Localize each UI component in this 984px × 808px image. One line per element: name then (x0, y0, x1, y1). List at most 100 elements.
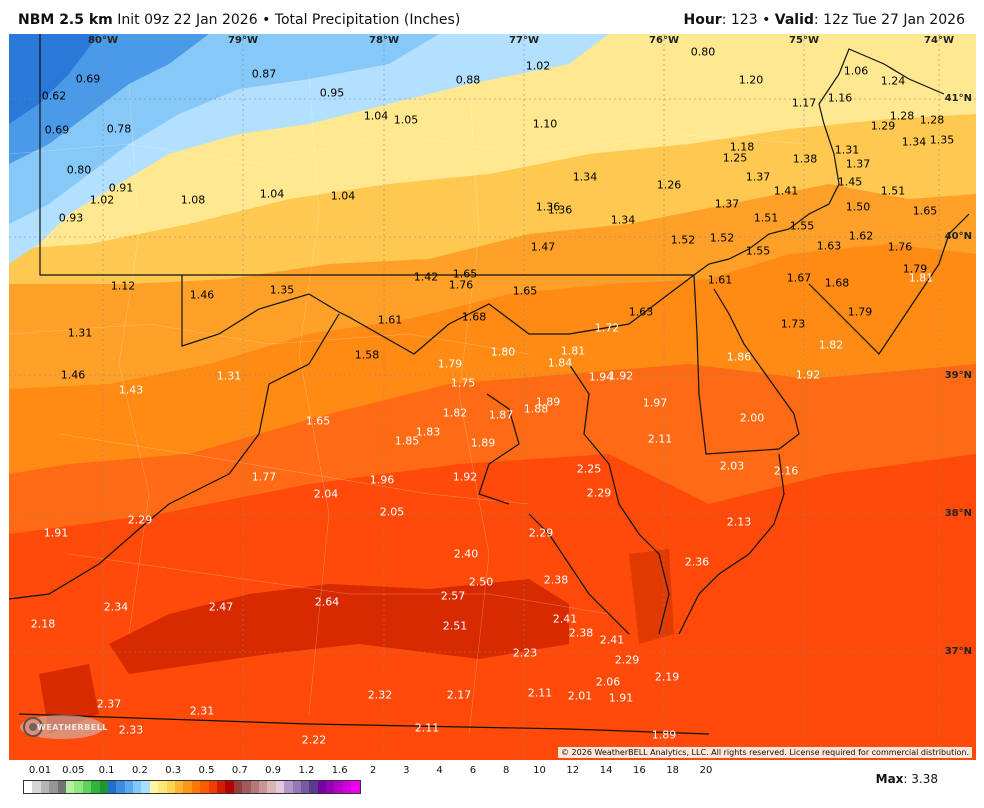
precip-value-label: 1.31 (67, 326, 93, 340)
legend-swatch (183, 781, 192, 793)
legend-swatch (191, 781, 201, 793)
precip-value-label: 2.29 (586, 486, 612, 500)
precip-value-label: 2.37 (96, 697, 122, 711)
precip-value-label: 0.62 (41, 89, 67, 103)
precip-value-label: 1.96 (369, 473, 395, 487)
valid-info: Hour: 123 • Valid: 12z Tue 27 Jan 2026 (683, 12, 965, 28)
precip-value-label: 0.93 (58, 211, 84, 225)
precip-value-label: 1.65 (912, 204, 938, 218)
legend-swatch (149, 781, 159, 793)
precip-value-label: 2.29 (614, 653, 640, 667)
legend-tick-label: 8 (503, 765, 510, 776)
precip-value-label: 2.03 (719, 459, 745, 473)
precip-value-label: 1.55 (745, 244, 771, 258)
legend-swatch (225, 781, 234, 793)
precip-value-label: 2.47 (208, 600, 234, 614)
precip-value-label: 1.35 (929, 133, 955, 147)
model-name: NBM 2.5 km (18, 12, 113, 28)
precip-value-label: 1.28 (919, 113, 945, 127)
precip-value-label: 1.63 (628, 305, 654, 319)
precip-value-label: 2.36 (684, 555, 710, 569)
precip-value-label: 1.52 (670, 233, 696, 247)
precip-value-label: 1.72 (594, 321, 620, 335)
precip-value-label: 1.68 (824, 276, 850, 290)
precip-value-label: 1.61 (377, 313, 403, 327)
precip-value-label: 2.16 (773, 464, 799, 478)
precip-value-label: 2.11 (647, 432, 673, 446)
precip-value-label: 1.91 (608, 691, 634, 705)
longitude-label: 80°W (88, 35, 118, 46)
precip-value-label: 1.38 (792, 152, 818, 166)
precip-value-label: 1.89 (535, 395, 561, 409)
precip-value-label: 2.41 (552, 612, 578, 626)
legend-swatch (200, 781, 209, 793)
precip-value-label: 1.86 (726, 350, 752, 364)
precip-value-label: 1.88 (523, 402, 549, 416)
precip-value-label: 2.64 (314, 595, 340, 609)
precip-value-label: 0.80 (66, 163, 92, 177)
legend-swatch (99, 781, 108, 793)
precip-value-label: 1.18 (729, 140, 755, 154)
precip-value-label: 1.35 (269, 283, 295, 297)
precip-value-label: 1.65 (512, 284, 538, 298)
precip-value-label: 2.38 (543, 573, 569, 587)
precip-value-label: 2.11 (527, 686, 553, 700)
legend-swatch (107, 781, 117, 793)
precip-value-label: 1.12 (110, 279, 136, 293)
precip-value-label: 2.18 (30, 617, 56, 631)
longitude-label: 77°W (509, 35, 539, 46)
precip-value-label: 1.42 (413, 270, 439, 284)
longitude-label: 76°W (649, 35, 679, 46)
map-title: NBM 2.5 km Init 09z 22 Jan 2026 • Total … (18, 12, 461, 28)
legend-tick-label: 0.7 (231, 765, 248, 776)
legend-tick-label: 6 (469, 765, 477, 776)
latitude-label: 40°N (944, 231, 972, 242)
precip-value-label: 2.17 (446, 688, 472, 702)
precip-value-label: 1.16 (827, 91, 853, 105)
legend-tick-label: 0.1 (98, 765, 115, 776)
precip-value-label: 2.57 (440, 589, 466, 603)
valid-label: Valid (774, 12, 814, 28)
max-label: Max (875, 772, 904, 786)
precip-value-label: 1.92 (452, 470, 478, 484)
precip-value-label: 2.50 (468, 575, 494, 589)
precip-value-label: 1.85 (394, 434, 420, 448)
precip-value-label: 1.34 (610, 213, 636, 227)
legend-swatch (334, 781, 343, 793)
latitude-label: 41°N (944, 93, 972, 104)
legend-swatch (309, 781, 318, 793)
precip-value-label: 1.73 (780, 317, 806, 331)
legend-tick-label: 4 (436, 765, 443, 776)
precip-value-label: 1.81 (560, 344, 586, 358)
precip-value-label: 2.00 (739, 411, 765, 425)
legend-tick-label: 0.3 (165, 765, 182, 776)
precip-value-label: 2.11 (414, 721, 440, 735)
precip-value-label: 1.31 (834, 143, 860, 157)
precip-value-label: 0.91 (108, 181, 134, 195)
legend-tick-label: 18 (666, 765, 680, 776)
precip-value-label: 1.94 (588, 370, 614, 384)
legend-swatch (175, 781, 184, 793)
legend-tick-label: 2 (369, 765, 377, 776)
precip-value-label: 1.52 (709, 231, 735, 245)
precip-value-label: 1.26 (656, 178, 682, 192)
legend-color-bar (23, 780, 361, 794)
logo-text: WEATHERBELL (37, 723, 108, 732)
legend-swatch (32, 781, 41, 793)
precip-value-label: 1.34 (572, 170, 598, 184)
init-time: Init 09z 22 Jan 2026 (117, 12, 258, 28)
precip-value-label: 1.02 (525, 59, 551, 73)
precip-value-label: 1.34 (901, 135, 927, 149)
max-value: Max: 3.38 (875, 772, 938, 786)
precip-value-label: 1.31 (216, 369, 242, 383)
longitude-label: 79°W (228, 35, 258, 46)
product-name: Total Precipitation (Inches) (274, 12, 461, 28)
precip-value-label: 1.46 (60, 368, 86, 382)
legend-swatch (116, 781, 125, 793)
legend-swatch (275, 781, 285, 793)
precip-value-label: 2.06 (595, 675, 621, 689)
legend-swatch (216, 781, 226, 793)
precip-value-label: 1.76 (448, 278, 474, 292)
precip-value-label: 1.47 (530, 240, 556, 254)
precip-value-label: 1.02 (89, 193, 115, 207)
